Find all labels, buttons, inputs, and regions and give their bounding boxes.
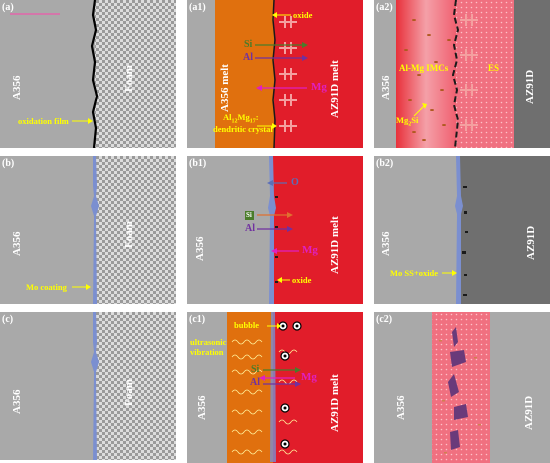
panel-c-left-label: A356 [11, 389, 23, 414]
panel-b2-left-label: A356 [380, 231, 392, 256]
o-label-b1: O [291, 177, 299, 188]
panel-c1-right-label: AZ91D melt [329, 374, 341, 432]
crystal-label-line1: Al12Mg17: [223, 112, 259, 125]
panel-c2: (c2) A356 AZ91D [374, 312, 550, 463]
si-label-a1: Si [244, 39, 253, 50]
mo-ss-oxide-label: Mo SS+oxide [390, 268, 439, 278]
panel-b2: (b2) A356 AZ91D Mo SS+oxide [374, 156, 550, 304]
panel-b2-graphic [374, 156, 550, 304]
panel-a1-label: (a1) [189, 2, 206, 13]
panel-a2-label: (a2) [376, 2, 393, 13]
oxide-label-a1: oxide [293, 10, 313, 20]
panel-c: (c) A356 Foam [0, 312, 176, 460]
panel-b1-left-label: A356 [194, 236, 206, 261]
ultrasonic-label-line2: vibration [190, 347, 224, 357]
panel-c2-right-label: AZ91D [523, 395, 535, 430]
panel-a2: (a2) A356 AZ91D Al-Mg IMCs ES Mg2Si [374, 0, 550, 148]
panel-a1-left-label: A356 melt [219, 64, 231, 112]
panel-b1-graphic [187, 156, 363, 304]
panel-b2-label: (b2) [376, 158, 394, 169]
panel-b2-right-label: AZ91D [525, 225, 537, 260]
panel-a2-graphic [374, 0, 550, 148]
al-label-b1: Al [245, 223, 255, 234]
oxide-label-b1: oxide [292, 275, 312, 285]
es-label: ES [488, 63, 500, 73]
panel-a-right-label: Foam [123, 65, 135, 92]
mg-label-c1: Mg [301, 371, 317, 383]
panel-c-graphic [0, 312, 176, 460]
si-label-c1: Si [251, 364, 260, 375]
panel-b-graphic [0, 156, 176, 304]
panel-b-label: (b) [2, 158, 15, 169]
panel-b1: (b1) A356 AZ91D melt O Si Al Mg oxide [187, 156, 363, 304]
panel-c2-label: (c2) [376, 314, 393, 325]
panel-a-graphic [0, 0, 176, 148]
panel-b: (b) A356 Foam Mo coating [0, 156, 176, 304]
panel-c1-graphic [187, 312, 363, 463]
panel-c1-left-label: A356 [196, 395, 208, 420]
panel-c1: (c1) A356 AZ91D melt bubble ultrasonic v… [187, 312, 363, 463]
si-label-b1: Si [246, 211, 252, 219]
panel-b1-right-label: AZ91D melt [329, 216, 341, 274]
panel-c-label: (c) [2, 314, 14, 325]
panel-c2-left-label: A356 [395, 395, 407, 420]
mg2si-label: Mg2Si [396, 115, 419, 128]
panel-b-right-label: Foam [123, 221, 135, 248]
panel-a1: (a1) A356 melt AZ91D melt oxide Si Al Mg… [187, 0, 363, 148]
panel-a-label: (a) [2, 2, 14, 13]
mg-label-a1: Mg [311, 81, 327, 93]
ultrasonic-label-line1: ultrasonic [190, 337, 227, 347]
panel-a-left-label: A356 [11, 75, 23, 100]
panel-a2-left-label: A356 [380, 75, 392, 100]
al-label-a1: Al [243, 52, 253, 63]
oxidation-film-label: oxidation film [18, 116, 69, 126]
panel-a2-right-label: AZ91D [524, 69, 536, 104]
mg-label-b1: Mg [302, 244, 318, 256]
panel-a: (a) A356 Foam oxidation film [0, 0, 176, 148]
panel-a1-graphic [187, 0, 363, 148]
panel-c2-graphic [374, 312, 550, 463]
mo-coating-label: Mo coating [26, 282, 67, 292]
bubble-label: bubble [234, 320, 260, 330]
al-label-c1: Al [250, 377, 260, 388]
panel-c-right-label: Foam [123, 379, 135, 406]
panel-b1-label: (b1) [189, 158, 207, 169]
panel-a1-right-label: AZ91D melt [329, 60, 341, 118]
crystal-label-line2: dendritic crystal [213, 124, 273, 134]
panel-b-left-label: A356 [11, 231, 23, 256]
imcs-label: Al-Mg IMCs [399, 63, 449, 73]
panel-c1-label: (c1) [189, 314, 206, 325]
